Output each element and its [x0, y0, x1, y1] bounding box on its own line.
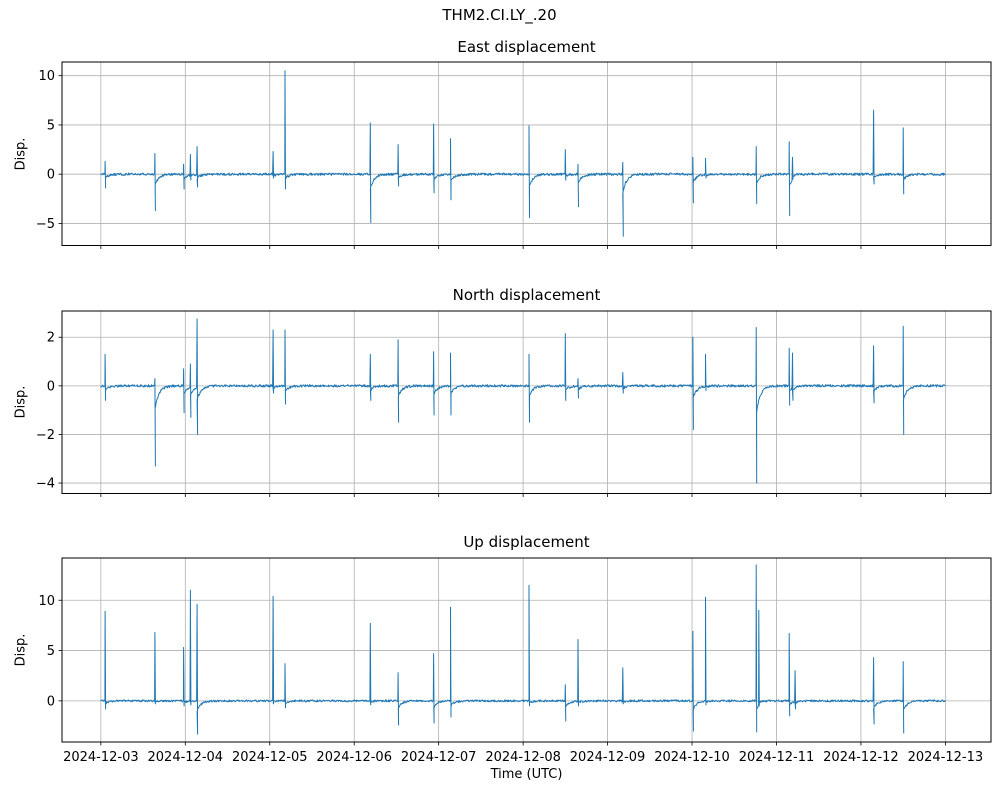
x-tick-label: 2024-12-11 [739, 750, 815, 765]
x-tick-label: 2024-12-09 [570, 750, 646, 765]
axes-border [61, 557, 992, 743]
axes-border [61, 61, 992, 246]
x-tick-label: 2024-12-08 [485, 750, 561, 765]
data-line-up [100, 564, 946, 735]
panel-title-north: North displacement [452, 286, 601, 304]
x-axis-label: Time (UTC) [490, 767, 563, 782]
y-tick-label: −5 [36, 217, 55, 232]
axes-border [61, 310, 992, 494]
data-line-east [100, 70, 946, 237]
x-tick-label: 2024-12-05 [232, 750, 308, 765]
y-axis-label-north: Disp. [13, 385, 29, 419]
x-tick-label: 2024-12-04 [148, 750, 224, 765]
y-tick-label: 2 [47, 331, 55, 346]
x-tick-label: 2024-12-07 [401, 750, 477, 765]
x-tick-label: 2024-12-10 [654, 750, 730, 765]
y-axis-label-up: Disp. [13, 633, 29, 667]
x-tick-label: 2024-12-12 [823, 750, 899, 765]
panel-title-up: Up displacement [463, 533, 590, 551]
x-tick-label: 2024-12-13 [908, 750, 984, 765]
figure-title: THM2.CI.LY_.20 [442, 6, 557, 24]
y-tick-label: 10 [38, 594, 55, 609]
y-tick-label: 5 [47, 118, 55, 133]
y-tick-label: 0 [47, 168, 55, 183]
y-tick-label: 10 [38, 69, 55, 84]
y-tick-label: 0 [47, 694, 55, 709]
y-tick-label: −2 [36, 428, 55, 443]
y-axis-label-east: Disp. [13, 137, 29, 171]
y-tick-label: 0 [47, 379, 55, 394]
panel-title-east: East displacement [457, 38, 596, 56]
x-tick-label: 2024-12-06 [316, 750, 392, 765]
x-tick-label: 2024-12-03 [63, 750, 139, 765]
data-line-north [100, 318, 946, 484]
y-tick-label: −4 [36, 477, 55, 492]
y-tick-label: 5 [47, 644, 55, 659]
